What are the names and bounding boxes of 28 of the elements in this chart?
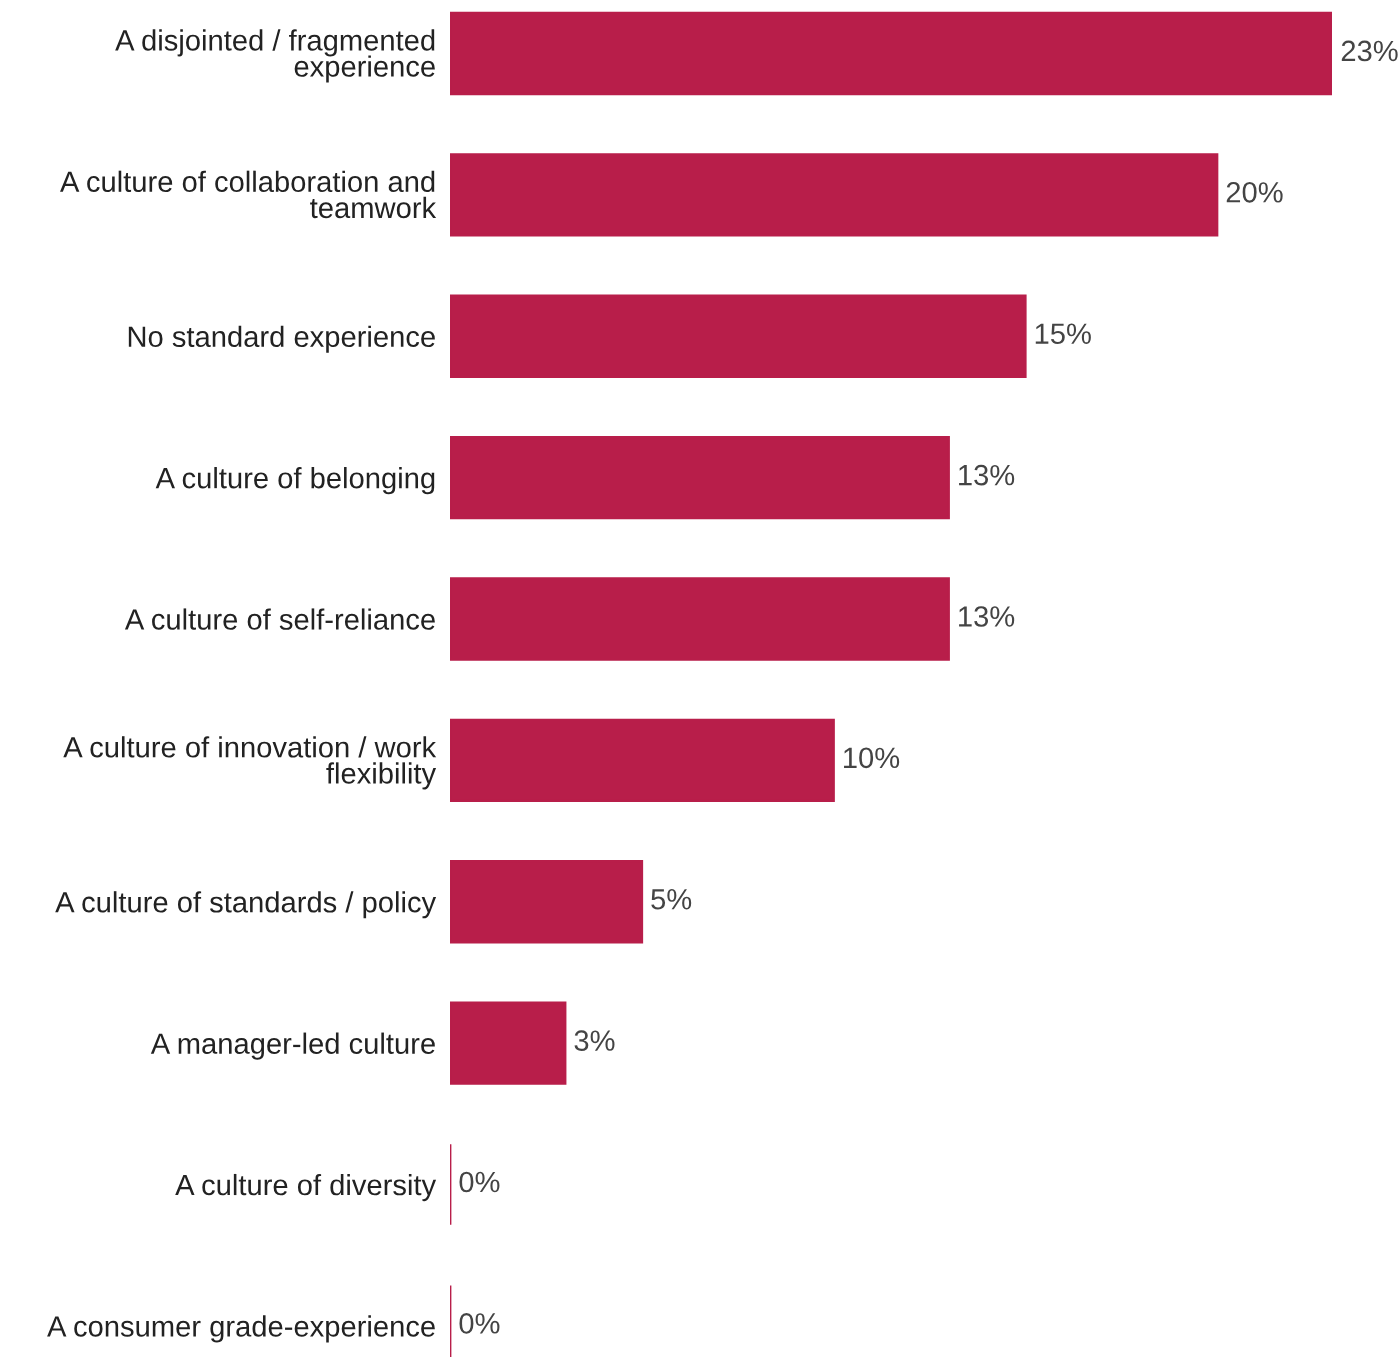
data-label: 5% bbox=[651, 889, 692, 910]
data-label: 15% bbox=[1035, 323, 1091, 345]
bar bbox=[450, 860, 644, 944]
data-label: 20% bbox=[1226, 182, 1283, 203]
y-tick-label: No standard experience bbox=[128, 325, 435, 353]
data-label: 13% bbox=[959, 606, 1015, 627]
bar bbox=[450, 294, 1027, 378]
y-tick-label: A consumer grade-experience bbox=[47, 1315, 435, 1343]
bar bbox=[450, 435, 950, 520]
data-label: 10% bbox=[844, 747, 900, 769]
data-label: 0% bbox=[459, 1313, 500, 1334]
data-label: 3% bbox=[574, 1030, 615, 1051]
y-tick-label: A culture of belonging bbox=[155, 467, 435, 495]
y-tick-label: A culture of innovation / work flexibility bbox=[63, 736, 437, 790]
data-label: 0% bbox=[459, 1171, 500, 1193]
bar bbox=[450, 718, 835, 803]
y-tick-label: A manager-led culture bbox=[150, 1032, 435, 1060]
bar bbox=[450, 11, 1332, 96]
y-tick-label: A culture of diversity bbox=[175, 1173, 437, 1202]
data-label: 13% bbox=[959, 464, 1015, 486]
y-tick-label: A culture of self-reliance bbox=[124, 608, 435, 630]
bar bbox=[450, 577, 950, 661]
y-tick-label: A culture of collaboration and teamwork bbox=[60, 170, 437, 219]
data-label: 23% bbox=[1341, 40, 1398, 62]
bar bbox=[450, 1001, 567, 1085]
y-tick-label: A culture of standards / policy bbox=[55, 891, 437, 919]
bar bbox=[450, 153, 1219, 237]
y-tick-label: A disjointed / fragmented experience bbox=[115, 29, 435, 83]
